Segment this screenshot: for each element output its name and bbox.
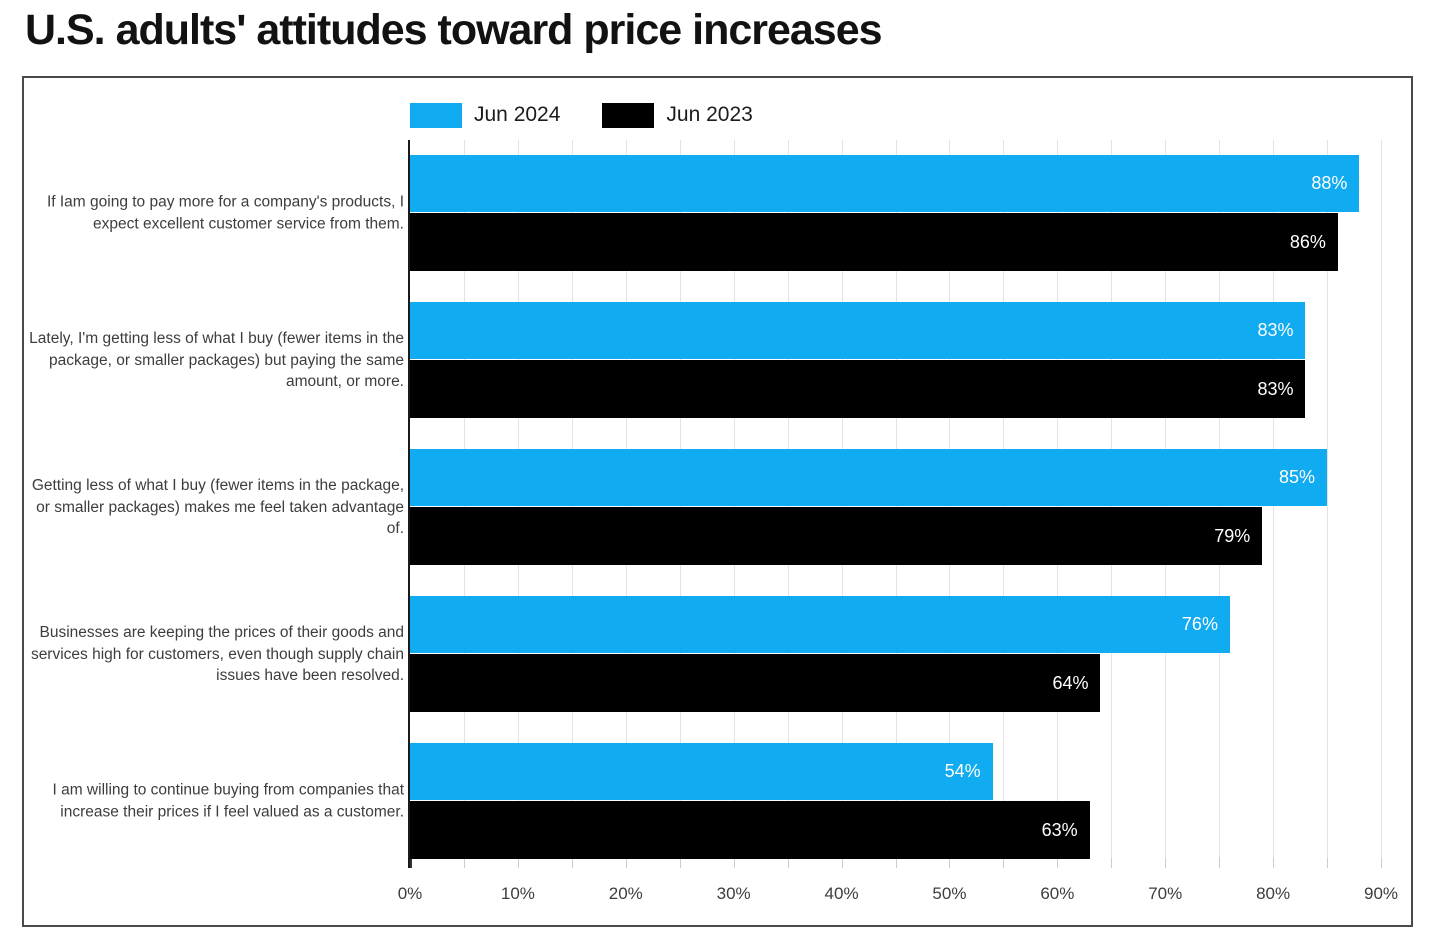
bar-value-label-jun-2023-row1: 86%	[1289, 231, 1326, 252]
bar-value-label-jun-2024-row4: 76%	[1181, 614, 1218, 634]
category-axis-labels: If Iam going to pay more for a company's…	[0, 140, 407, 858]
bar-jun-2023-row3: 79%	[410, 507, 1263, 565]
gridline-90pct	[1381, 140, 1382, 858]
x-tick-70pct	[1165, 858, 1167, 868]
chart-legend: Jun 2024 Jun 2023	[410, 100, 753, 130]
x-tick-85pct	[1327, 858, 1329, 868]
x-tick-label-60pct: 60%	[1040, 884, 1075, 903]
legend-label-jun-2024: Jun 2024	[474, 103, 561, 126]
x-tick-25pct	[679, 858, 681, 868]
x-tick-label-20pct: 20%	[608, 884, 643, 903]
legend-label-jun-2023: Jun 2023	[666, 103, 753, 126]
page-title: U.S. adults' attitudes toward price incr…	[25, 6, 883, 54]
category-label-row5: I am willing to continue buying from com…	[52, 781, 404, 821]
x-tick-65pct	[1111, 858, 1113, 868]
x-tick-50pct	[949, 858, 951, 868]
x-tick-90pct	[1381, 858, 1382, 868]
bar-jun-2024-row5: 54%	[410, 743, 993, 800]
bar-jun-2024-row1: 88%	[410, 155, 1360, 212]
x-tick-label-80pct: 80%	[1256, 884, 1291, 903]
bar-jun-2023-row1: 86%	[410, 213, 1338, 271]
y-axis-line	[408, 140, 410, 868]
x-tick-label-0pct: 0%	[397, 884, 423, 903]
x-tick-5pct	[463, 858, 465, 868]
x-tick-20pct	[625, 858, 627, 868]
x-tick-15pct	[571, 858, 573, 868]
legend-swatch-jun-2024	[410, 102, 462, 128]
category-label-row3: Getting less of what I buy (fewer items …	[31, 476, 404, 537]
category-label-row2: Lately, I'm getting less of what I buy (…	[29, 329, 404, 390]
legend-item-jun-2024: Jun 2024	[410, 102, 561, 128]
plot-area: 0% 10% 20% 30% 40% 50% 60% 70% 80% 90% 88% 86% 83% 83…	[398, 140, 1398, 903]
x-tick-60pct	[1057, 858, 1059, 868]
x-tick-label-90pct: 90%	[1363, 884, 1399, 903]
x-tick-label-40pct: 40%	[824, 884, 859, 903]
x-tick-label-30pct: 30%	[716, 884, 751, 903]
x-tick-0pct	[410, 858, 412, 868]
bar-value-label-jun-2023-row2: 83%	[1257, 378, 1294, 399]
gridline-85pct	[1327, 140, 1329, 858]
x-tick-35pct	[787, 858, 789, 868]
x-tick-label-10pct: 10%	[500, 884, 535, 903]
bar-jun-2024-row3: 85%	[410, 449, 1328, 506]
bar-jun-2023-row5: 63%	[410, 801, 1090, 859]
legend-swatch-jun-2023	[602, 102, 655, 128]
bar-value-label-jun-2023-row3: 79%	[1214, 525, 1251, 546]
bar-jun-2024-row2: 83%	[410, 302, 1306, 359]
x-tick-30pct	[733, 858, 735, 868]
bar-value-label-jun-2024-row5: 54%	[944, 761, 981, 781]
bar-value-label-jun-2023-row4: 64%	[1052, 672, 1089, 693]
x-tick-55pct	[1003, 858, 1005, 868]
x-tick-75pct	[1219, 858, 1221, 868]
bar-jun-2024-row4: 76%	[410, 596, 1230, 653]
bar-value-label-jun-2024-row2: 83%	[1257, 320, 1294, 340]
x-tick-label-50pct: 50%	[932, 884, 967, 903]
bar-value-label-jun-2023-row5: 63%	[1041, 819, 1078, 840]
x-tick-45pct	[895, 858, 897, 868]
bar-jun-2023-row2: 83%	[410, 360, 1306, 418]
bar-jun-2023-row4: 64%	[410, 654, 1101, 712]
x-tick-10pct	[517, 858, 519, 868]
bar-value-label-jun-2024-row3: 85%	[1279, 467, 1316, 487]
x-tick-80pct	[1273, 858, 1275, 868]
category-label-row4: Businesses are keeping the prices of the…	[30, 623, 404, 684]
x-tick-40pct	[841, 858, 843, 868]
bar-value-label-jun-2024-row1: 88%	[1311, 173, 1348, 193]
x-tick-label-70pct: 70%	[1148, 884, 1183, 903]
legend-item-jun-2023: Jun 2023	[602, 102, 753, 128]
category-label-row1: If Iam going to pay more for a company's…	[46, 193, 404, 233]
